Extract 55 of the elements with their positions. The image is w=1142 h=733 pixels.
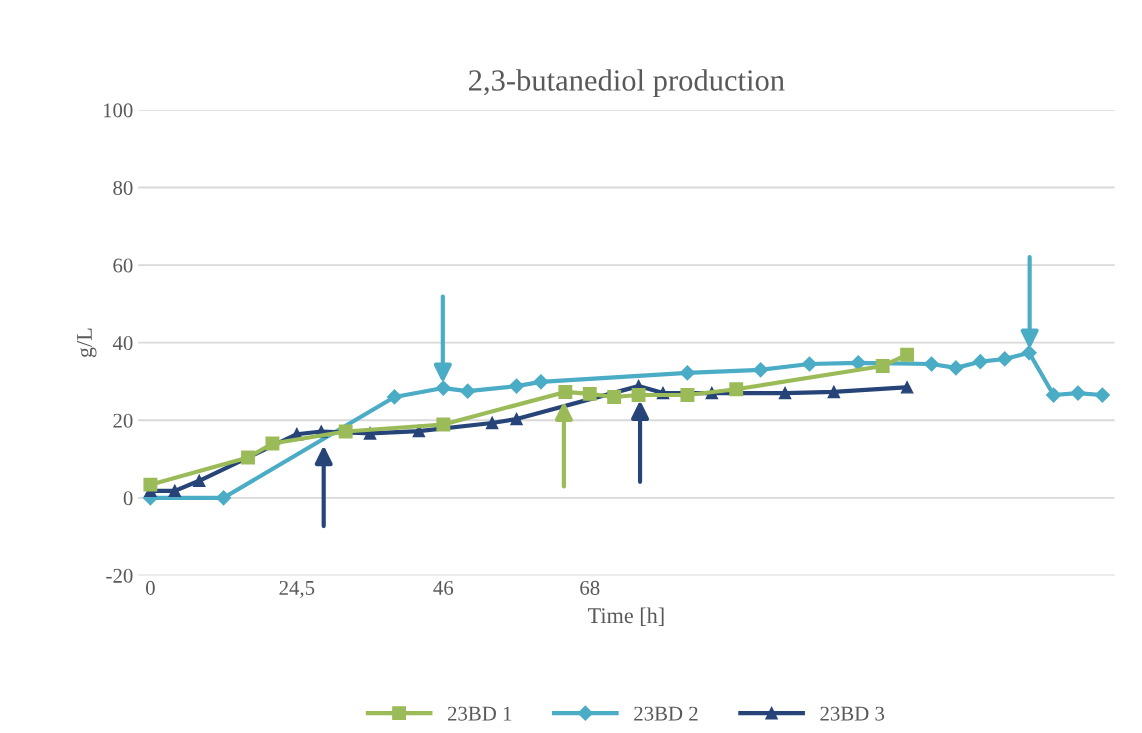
point bbox=[386, 389, 403, 405]
point bbox=[216, 490, 232, 506]
point bbox=[485, 416, 499, 430]
point bbox=[729, 382, 744, 397]
point bbox=[436, 417, 451, 432]
legend-label: 23BD 2 bbox=[634, 706, 698, 721]
legend-label: 23BD 3 bbox=[820, 706, 885, 721]
point bbox=[558, 384, 573, 399]
point bbox=[265, 436, 280, 451]
point bbox=[533, 374, 549, 390]
x-tick-label: 0 bbox=[145, 580, 155, 595]
point bbox=[631, 388, 646, 402]
point bbox=[192, 474, 206, 488]
point bbox=[948, 360, 964, 376]
point bbox=[923, 356, 940, 372]
point bbox=[875, 359, 890, 373]
point bbox=[338, 424, 353, 439]
y-tick-label: 80 bbox=[113, 180, 133, 195]
point bbox=[778, 386, 792, 400]
chart-title: 2,3-butanediol production bbox=[469, 69, 785, 98]
point bbox=[827, 385, 841, 399]
point bbox=[510, 412, 523, 426]
point bbox=[1021, 345, 1037, 361]
point bbox=[997, 351, 1013, 367]
point bbox=[460, 383, 476, 399]
point bbox=[435, 380, 451, 396]
x-tick-label: 46 bbox=[433, 580, 454, 595]
point bbox=[679, 365, 695, 381]
point bbox=[607, 390, 622, 404]
point bbox=[241, 450, 255, 465]
y-axis-title: g/L bbox=[77, 328, 97, 358]
point bbox=[900, 347, 915, 362]
point bbox=[753, 362, 769, 378]
y-tick-label: -20 bbox=[106, 568, 133, 583]
y-tick-label: 0 bbox=[123, 491, 133, 506]
legend-label: 23BD 1 bbox=[447, 706, 512, 721]
point bbox=[972, 354, 988, 370]
point bbox=[900, 381, 914, 394]
point bbox=[1094, 387, 1110, 403]
y-tick-label: 60 bbox=[113, 258, 133, 273]
point bbox=[850, 355, 866, 371]
point bbox=[168, 484, 182, 498]
point bbox=[582, 386, 597, 401]
x-tick-label: 24,5 bbox=[279, 580, 315, 598]
point bbox=[801, 356, 818, 372]
point bbox=[1045, 387, 1062, 403]
point bbox=[508, 378, 525, 394]
y-tick-label: 40 bbox=[112, 336, 133, 351]
point bbox=[1070, 385, 1086, 401]
x-axis-title: Time [h] bbox=[588, 607, 664, 626]
point bbox=[143, 477, 158, 492]
y-tick-label: 100 bbox=[103, 103, 133, 118]
x-tick-label: 68 bbox=[580, 580, 600, 595]
point bbox=[680, 388, 695, 402]
y-tick-label: 20 bbox=[113, 413, 133, 428]
